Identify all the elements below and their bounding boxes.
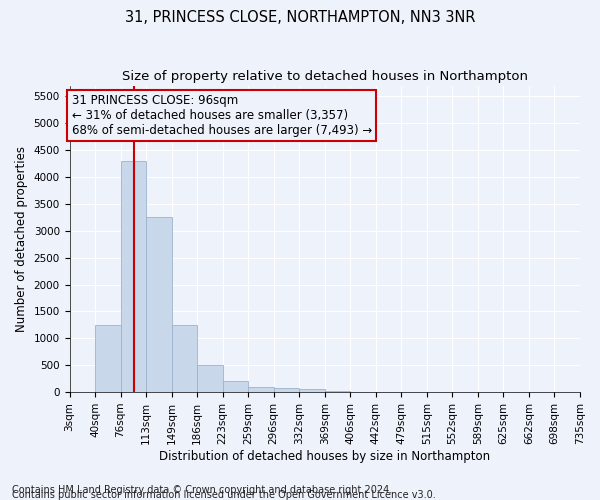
X-axis label: Distribution of detached houses by size in Northampton: Distribution of detached houses by size … (159, 450, 490, 462)
Bar (248, 386, 274, 392)
Bar (325, 391, 350, 392)
Bar (146, 218, 172, 392)
Bar (197, 365, 223, 392)
Bar (274, 388, 299, 392)
Title: Size of property relative to detached houses in Northampton: Size of property relative to detached ho… (122, 70, 528, 83)
Bar (95, 325, 121, 392)
Bar (121, 161, 146, 392)
Bar (223, 382, 248, 392)
Text: Contains public sector information licensed under the Open Government Licence v3: Contains public sector information licen… (12, 490, 436, 500)
Bar (172, 325, 197, 392)
Bar (299, 390, 325, 392)
Text: 31, PRINCESS CLOSE, NORTHAMPTON, NN3 3NR: 31, PRINCESS CLOSE, NORTHAMPTON, NN3 3NR (125, 10, 475, 25)
Y-axis label: Number of detached properties: Number of detached properties (15, 146, 28, 332)
Text: Contains HM Land Registry data © Crown copyright and database right 2024.: Contains HM Land Registry data © Crown c… (12, 485, 392, 495)
Text: 31 PRINCESS CLOSE: 96sqm
← 31% of detached houses are smaller (3,357)
68% of sem: 31 PRINCESS CLOSE: 96sqm ← 31% of detach… (71, 94, 372, 137)
